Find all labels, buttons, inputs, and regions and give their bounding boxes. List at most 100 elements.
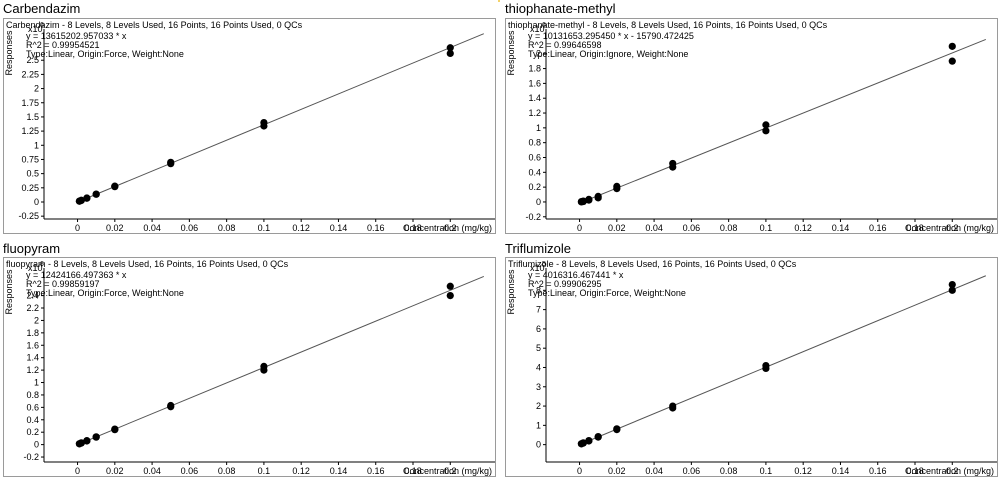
curve-equation: y = 10131653.295450 * x - 15790.472425 (528, 31, 694, 41)
x-tick-label: 0.1 (760, 466, 773, 476)
data-point (260, 118, 268, 127)
regression-line (77, 275, 485, 446)
y-scale-label: x10 (28, 24, 43, 34)
x-tick-label: 0.1 (760, 223, 773, 233)
data-point (948, 280, 956, 289)
y-tick-label: 0 (34, 197, 39, 207)
data-point (579, 197, 587, 205)
data-point (446, 282, 454, 290)
y-scale-exponent: 6 (542, 22, 546, 29)
x-tick-label: 0.14 (832, 223, 850, 233)
curve-fit-type: Type:Linear, Origin:Force, Weight:None (528, 288, 686, 298)
y-tick-label: -0.2 (525, 212, 541, 222)
x-tick-label: 0.18 (906, 223, 924, 233)
y-tick-label: 0.75 (21, 154, 39, 164)
y-tick-label: 5 (536, 343, 541, 353)
y-tick-label: 1 (34, 140, 39, 150)
x-tick-label: 0.14 (330, 466, 348, 476)
x-tick-label: 0.08 (720, 466, 738, 476)
data-point (762, 121, 770, 129)
y-tick-label: 2 (536, 401, 541, 411)
y-tick-label: 0 (536, 197, 541, 207)
x-tick-label: 0.18 (404, 223, 422, 233)
calibration-chart: 0 1 2 3 4 5 6 7 8 0 0.02 0.04 0.06 0.08 0.1 0.12 0.14 0.1… (506, 259, 997, 476)
y-tick-label: 6 (536, 324, 541, 334)
y-tick-label: 7 (536, 305, 541, 315)
chart-panel-triflumizole: Triflumizole 0 1 2 3 4 5 6 7 8 0 0.02 0.04 0.06 0.08 0… (502, 240, 1000, 478)
x-tick-label: 0.06 (683, 466, 701, 476)
y-tick-label: -0.2 (23, 452, 39, 462)
curve-header: Carbendazim - 8 Levels, 8 Levels Used, 1… (6, 20, 303, 30)
data-point (260, 362, 268, 370)
y-scale-exponent: 6 (40, 261, 44, 268)
x-tick-label: 0.2 (444, 466, 457, 476)
y-tick-label: 0.4 (528, 167, 541, 177)
x-tick-label: 0.02 (106, 223, 124, 233)
curve-header: Triflumizole - 8 Levels, 8 Levels Used, … (508, 259, 797, 269)
data-point (83, 194, 91, 202)
y-tick-label: 1 (536, 420, 541, 430)
x-tick-label: 0.16 (869, 466, 887, 476)
plot-frame[interactable]: -0.2 0 0.2 0.4 0.6 0.8 1 1.2 1.4 1.6 1.8 2 2.2 2.4 0 0.… (3, 257, 496, 477)
x-tick-label: 0.08 (218, 223, 236, 233)
x-tick-label: 0.04 (143, 223, 161, 233)
y-tick-label: 2.25 (21, 69, 39, 79)
data-point (446, 44, 454, 52)
data-point (948, 286, 956, 294)
regression-line (579, 38, 987, 204)
x-tick-label: 0.04 (143, 466, 161, 476)
x-tick-label: 0.08 (720, 223, 738, 233)
x-tick-label: 0.02 (608, 466, 626, 476)
x-tick-label: 0.08 (218, 466, 236, 476)
y-tick-label: 0 (34, 440, 39, 450)
x-tick-label: 0 (577, 223, 582, 233)
y-axis-label: Responses (506, 30, 516, 76)
y-tick-label: 1.2 (26, 365, 39, 375)
y-axis-label: Responses (4, 30, 14, 76)
x-tick-label: 0.2 (946, 223, 959, 233)
x-tick-label: 0.14 (330, 223, 348, 233)
x-tick-label: 0.04 (645, 223, 663, 233)
chart-panel-thiophanate-methyl: thiophanate-methyl -0.2 0 0.2 0.4 0.6 0.8 1 1.2… (502, 0, 1000, 236)
x-tick-label: 0.16 (367, 223, 385, 233)
curve-r-squared: R^2 = 0.99954521 (26, 40, 100, 50)
regression-line (579, 275, 987, 446)
y-axis-label: Responses (4, 269, 14, 315)
data-point (762, 361, 770, 370)
panel-title: Triflumizole (505, 241, 571, 256)
curve-header: fluopyram - 8 Levels, 8 Levels Used, 16 … (6, 259, 289, 269)
data-point (948, 57, 956, 65)
x-tick-label: 0 (577, 466, 582, 476)
plot-frame[interactable]: 0 1 2 3 4 5 6 7 8 0 0.02 0.04 0.06 0.08 0.1 0.12 0.14 0.1… (505, 257, 998, 477)
y-tick-label: 0.8 (26, 390, 39, 400)
x-tick-label: 0.18 (404, 466, 422, 476)
curve-r-squared: R^2 = 0.99646598 (528, 40, 602, 50)
y-scale-exponent: 6 (40, 22, 44, 29)
plot-frame[interactable]: -0.2 0 0.2 0.4 0.6 0.8 1 1.2 1.4 1.6 1.8 2 0 0.02 0.04… (505, 18, 998, 234)
y-tick-label: 0.6 (528, 152, 541, 162)
curve-fit-type: Type:Linear, Origin:Ignore, Weight:None (528, 49, 688, 59)
y-tick-label: 1.2 (528, 108, 541, 118)
x-tick-label: 0.02 (608, 223, 626, 233)
y-tick-label: 0.6 (26, 402, 39, 412)
y-tick-label: 1.4 (26, 353, 39, 363)
x-tick-label: 0.02 (106, 466, 124, 476)
x-tick-label: 0.1 (258, 223, 271, 233)
data-point (111, 425, 119, 433)
plot-frame[interactable]: -0.25 0 0.25 0.5 0.75 1 1.25 1.5 1.75 2 2.25 2.5 0 0.… (3, 18, 496, 234)
chart-panel-carbendazim: Carbendazim -0.25 0 0.25 0.5 0.75 1 1.25 1.5 1.7… (0, 0, 498, 236)
y-tick-label: 0.25 (21, 183, 39, 193)
curve-r-squared: R^2 = 0.99906295 (528, 279, 602, 289)
data-point (92, 190, 100, 198)
y-tick-label: 1 (34, 378, 39, 388)
data-point (948, 42, 956, 50)
data-point (446, 291, 454, 300)
data-point (669, 159, 677, 168)
y-scale-label: x10 (530, 263, 545, 273)
y-tick-label: 2 (536, 49, 541, 59)
data-point (167, 401, 175, 410)
y-tick-label: 2 (34, 315, 39, 325)
x-tick-label: 0 (75, 466, 80, 476)
regression-line (77, 33, 485, 203)
x-tick-label: 0.1 (258, 466, 271, 476)
